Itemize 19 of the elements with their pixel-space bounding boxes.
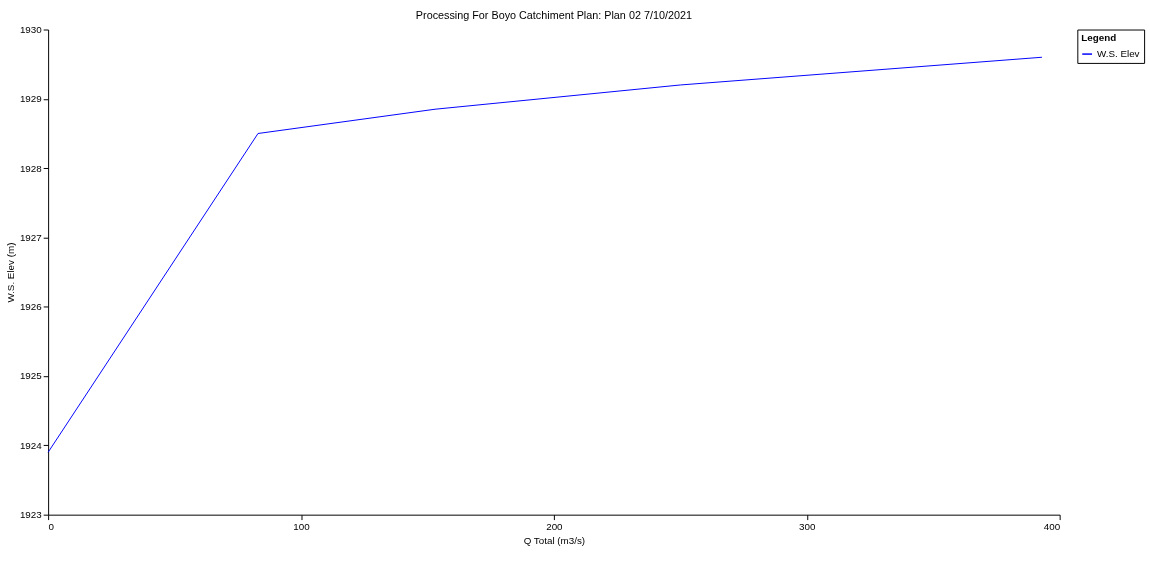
- x-tick-label: 400: [1043, 520, 1061, 532]
- line-series: [47, 56, 1043, 453]
- y-axis-title: W.S. Elev (m): [5, 242, 16, 303]
- y-tick-label: 1925: [19, 370, 43, 382]
- x-tick-label: 200: [546, 520, 564, 532]
- y-tick-label: 1926: [19, 301, 43, 313]
- x-axis-title: Q Total (m3/s): [523, 534, 586, 546]
- y-tick-label: 1923: [19, 509, 43, 521]
- y-tick-label: 1927: [19, 231, 42, 243]
- y-tick-label: 1929: [19, 93, 42, 105]
- legend-title: Legend: [1081, 32, 1117, 44]
- x-tick-label: 100: [293, 520, 311, 532]
- x-tick-label: 300: [799, 520, 816, 532]
- x-tick-label: 0: [48, 520, 55, 532]
- y-tick-label: 1928: [19, 162, 43, 174]
- legend-label: W.S. Elev: [1096, 48, 1140, 60]
- chart-title: Processing For Boyo Catchiment Plan: Plan 02 7/10/2021: [415, 8, 692, 21]
- y-tick-label: 1924: [19, 439, 43, 451]
- y-tick-label: 1930: [19, 23, 43, 35]
